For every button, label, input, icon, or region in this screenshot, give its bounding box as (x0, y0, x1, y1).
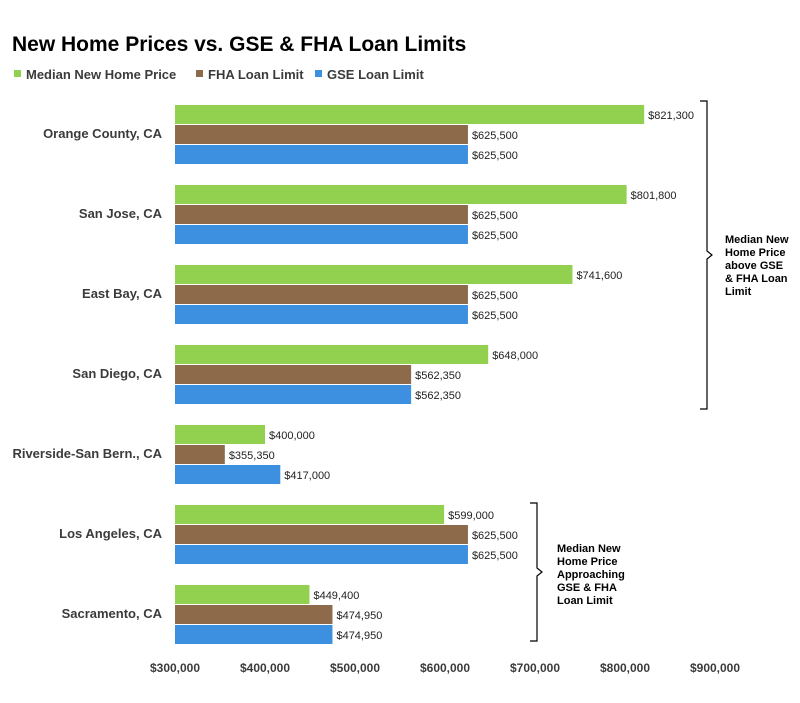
legend-label-gse-loan-limit: GSE Loan Limit (327, 67, 424, 82)
data-label-gse-loan-limit-los-angeles-ca: $625,500 (472, 550, 518, 562)
data-label-median-new-home-price-sacramento-ca: $449,400 (313, 590, 359, 602)
data-label-gse-loan-limit-orange-county-ca: $625,500 (472, 150, 518, 162)
category-label-san-diego-ca: San Diego, CA (72, 366, 162, 381)
x-tick-label-3: $600,000 (420, 661, 470, 675)
annotation-brace-2 (530, 502, 543, 642)
annotation-2-line-5: Loan Limit (557, 595, 613, 607)
bar-fha-loan-limit-san-diego-ca (175, 365, 412, 384)
category-label-riverside-san-bern-ca: Riverside-San Bern., CA (12, 446, 162, 461)
x-tick-label-2: $500,000 (330, 661, 380, 675)
bar-median-new-home-price-sacramento-ca (175, 585, 310, 604)
x-tick-label-0: $300,000 (150, 661, 200, 675)
data-label-median-new-home-price-los-angeles-ca: $599,000 (448, 510, 494, 522)
bar-fha-loan-limit-sacramento-ca (175, 605, 333, 624)
data-label-median-new-home-price-san-diego-ca: $648,000 (492, 350, 538, 362)
data-label-gse-loan-limit-san-diego-ca: $562,350 (415, 390, 461, 402)
annotation-1-line-5: Limit (725, 286, 752, 298)
category-labels: Orange County, CA San Jose, CA East Bay, C… (12, 126, 162, 621)
category-label-east-bay-ca: East Bay, CA (82, 286, 163, 301)
x-tick-label-6: $900,000 (690, 661, 740, 675)
x-tick-label-1: $400,000 (240, 661, 290, 675)
data-label-gse-loan-limit-east-bay-ca: $625,500 (472, 310, 518, 322)
data-label-fha-loan-limit-san-jose-ca: $625,500 (472, 210, 518, 222)
chart-title: New Home Prices vs. GSE & FHA Loan Limit… (12, 33, 466, 56)
category-label-orange-county-ca: Orange County, CA (43, 126, 163, 141)
data-label-fha-loan-limit-los-angeles-ca: $625,500 (472, 530, 518, 542)
category-label-sacramento-ca: Sacramento, CA (62, 606, 163, 621)
annotation-1-line-4: & FHA Loan (725, 273, 788, 285)
bar-median-new-home-price-san-jose-ca (175, 185, 627, 204)
data-label-median-new-home-price-san-jose-ca: $801,800 (631, 190, 677, 202)
x-axis-ticks: $300,000 $400,000 $500,000 $600,000 $700,000… (150, 661, 740, 675)
bar-gse-loan-limit-san-diego-ca (175, 385, 412, 404)
annotation-2-line-3: Approaching (557, 569, 625, 581)
legend-label-median-new-home-price: Median New Home Price (26, 67, 176, 82)
bar-gse-loan-limit-orange-county-ca (175, 145, 468, 164)
x-tick-label-5: $800,000 (600, 661, 650, 675)
category-label-san-jose-ca: San Jose, CA (79, 206, 163, 221)
annotation-1-line-2: Home Price (725, 247, 786, 259)
data-label-fha-loan-limit-orange-county-ca: $625,500 (472, 130, 518, 142)
bar-fha-loan-limit-riverside-san-bern-ca (175, 445, 225, 464)
legend-label-fha-loan-limit: FHA Loan Limit (208, 67, 304, 82)
bar-fha-loan-limit-orange-county-ca (175, 125, 468, 144)
data-label-median-new-home-price-east-bay-ca: $741,600 (576, 270, 622, 282)
annotation-1-line-1: Median New (725, 234, 789, 246)
annotation-brace-1 (700, 100, 713, 410)
x-tick-label-4: $700,000 (510, 661, 560, 675)
legend-marker-median-new-home-price (14, 70, 21, 77)
data-label-fha-loan-limit-east-bay-ca: $625,500 (472, 290, 518, 302)
legend: Median New Home Price FHA Loan Limit GSE L… (14, 67, 424, 82)
bar-gse-loan-limit-east-bay-ca (175, 305, 468, 324)
bar-median-new-home-price-east-bay-ca (175, 265, 573, 284)
data-label-fha-loan-limit-sacramento-ca: $474,950 (336, 610, 382, 622)
data-label-median-new-home-price-orange-county-ca: $821,300 (648, 110, 694, 122)
bar-gse-loan-limit-san-jose-ca (175, 225, 468, 244)
bar-gse-loan-limit-los-angeles-ca (175, 545, 468, 564)
data-label-gse-loan-limit-riverside-san-bern-ca: $417,000 (284, 470, 330, 482)
annotation-2-line-1: Median New (557, 543, 621, 555)
bar-median-new-home-price-los-angeles-ca (175, 505, 445, 524)
bar-gse-loan-limit-riverside-san-bern-ca (175, 465, 281, 484)
data-label-fha-loan-limit-san-diego-ca: $562,350 (415, 370, 461, 382)
bar-median-new-home-price-riverside-san-bern-ca (175, 425, 265, 444)
legend-marker-fha-loan-limit (196, 70, 203, 77)
bar-fha-loan-limit-east-bay-ca (175, 285, 468, 304)
bar-median-new-home-price-san-diego-ca (175, 345, 489, 364)
category-label-los-angeles-ca: Los Angeles, CA (59, 526, 162, 541)
data-label-gse-loan-limit-sacramento-ca: $474,950 (336, 630, 382, 642)
bars-area: $821,300 $625,500 $625,500 $801,800 $625,500… (175, 105, 694, 644)
bar-fha-loan-limit-san-jose-ca (175, 205, 468, 224)
annotation-2-line-4: GSE & FHA (557, 582, 617, 594)
bar-fha-loan-limit-los-angeles-ca (175, 525, 468, 544)
legend-marker-gse-loan-limit (315, 70, 322, 77)
bar-median-new-home-price-orange-county-ca (175, 105, 645, 124)
annotation-2-line-2: Home Price (557, 556, 618, 568)
data-label-fha-loan-limit-riverside-san-bern-ca: $355,350 (229, 450, 275, 462)
data-label-median-new-home-price-riverside-san-bern-ca: $400,000 (269, 430, 315, 442)
bar-gse-loan-limit-sacramento-ca (175, 625, 333, 644)
data-label-gse-loan-limit-san-jose-ca: $625,500 (472, 230, 518, 242)
annotation-1-line-3: above GSE (725, 260, 783, 272)
